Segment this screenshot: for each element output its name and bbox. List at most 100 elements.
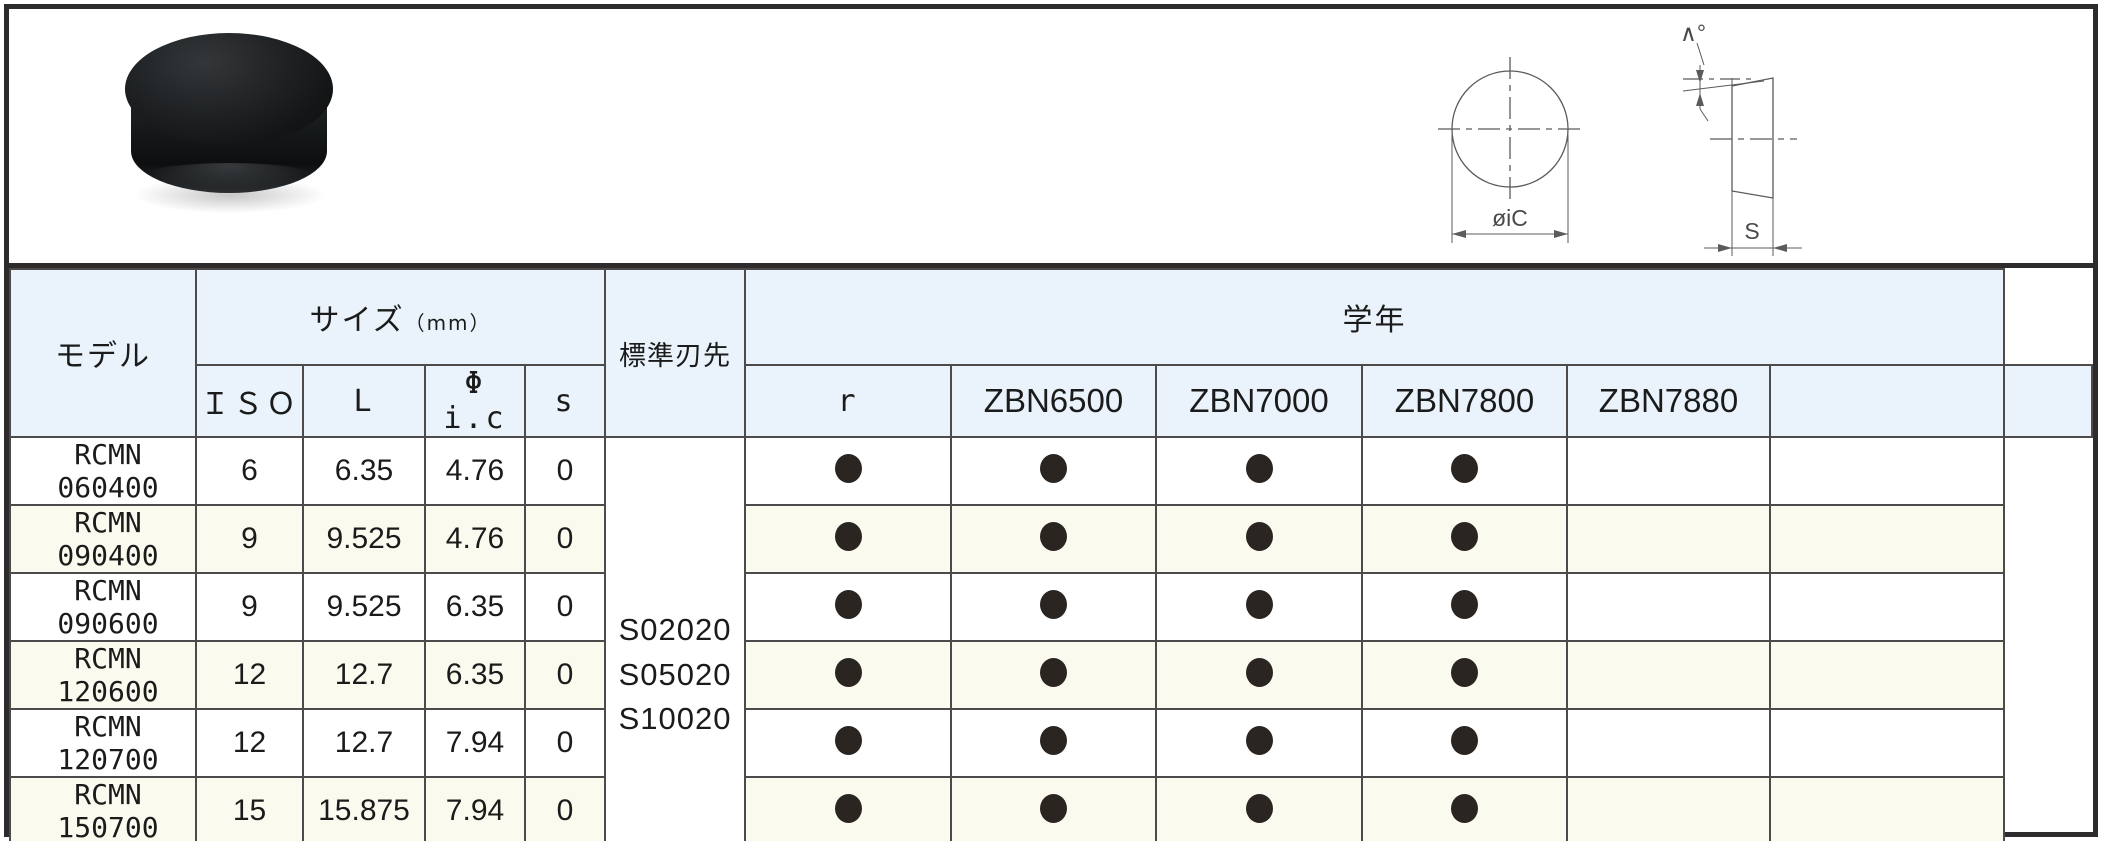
cell-grade-empty	[1769, 708, 2006, 778]
cell-s: 6.35	[424, 640, 526, 710]
cell-dia: 15.875	[302, 776, 426, 841]
cell-grade-empty	[1566, 572, 1772, 642]
cell-grade-available	[1155, 640, 1364, 710]
header-edge-prep: 標準刃先	[604, 268, 747, 438]
availability-dot-icon	[834, 522, 862, 551]
cell-l: 15	[195, 776, 304, 841]
cell-s: 4.76	[424, 504, 526, 574]
cell-r: 0	[523, 572, 607, 642]
availability-dot-icon	[1451, 658, 1479, 687]
cell-l: 6	[195, 436, 304, 506]
cell-dia: 9.525	[302, 504, 426, 574]
cell-grade-available	[1155, 572, 1364, 642]
cell-edge-prep: S02020 S05020 S10020	[604, 436, 747, 841]
availability-dot-icon	[1040, 590, 1068, 619]
sheet-frame: øiC	[4, 4, 2098, 841]
header-grade-5	[2003, 364, 2093, 438]
cell-iso: RCMN 090400	[9, 504, 197, 574]
cell-s: 7.94	[424, 776, 526, 841]
availability-dot-icon	[1040, 454, 1068, 483]
cell-r: 0	[523, 708, 607, 778]
header-size: サイズ（mm）	[194, 268, 607, 366]
availability-dot-icon	[1245, 590, 1273, 619]
table-row: RCMN 060400 6 6.35 4.76 0 S02020 S05020 S10020	[9, 436, 2092, 841]
header-grade-0: ZBN6500	[950, 364, 1158, 438]
cell-grade-empty	[1769, 504, 2006, 574]
cell-grade-available	[1361, 436, 1569, 506]
header-grade-3: ZBN7880	[1566, 364, 1772, 438]
cell-grade-available	[950, 572, 1158, 642]
cell-r: 0	[523, 436, 607, 506]
availability-dot-icon	[1245, 726, 1273, 755]
cell-grade-available	[744, 504, 953, 574]
cell-grade-available	[1361, 504, 1569, 574]
cell-grade-empty	[1769, 640, 2006, 710]
table-row: RCMN 090400 9 9.525 4.76 0	[9, 504, 2092, 574]
header-size-text: サイズ	[309, 303, 405, 338]
diameter-dimension-label: øiC	[1492, 205, 1528, 231]
availability-dot-icon	[1245, 522, 1273, 551]
cell-grade-available	[744, 776, 953, 841]
header-model: モデル	[9, 268, 197, 438]
angle-symbol-label: ∧°	[1680, 20, 1706, 46]
availability-dot-icon	[1040, 522, 1068, 551]
cell-l: 9	[195, 504, 304, 574]
availability-dot-icon	[1245, 454, 1273, 483]
header-row-group: モデル サイズ（mm） 標準刃先 学年	[9, 268, 2092, 438]
cell-iso: RCMN 120600	[9, 640, 197, 710]
header-r: r	[744, 364, 953, 438]
specification-table: モデル サイズ（mm） 標準刃先 学年 ＩＳＯ L Φ i.c s r ZBN6…	[9, 268, 2093, 841]
table-row: RCMN 120700 12 12.7 7.94 0	[9, 708, 2092, 778]
table-row: RCMN 090600 9 9.525 6.35 0	[9, 572, 2092, 642]
availability-dot-icon	[1040, 726, 1068, 755]
header-row-sub: ＩＳＯ L Φ i.c s r ZBN6500 ZBN7000 ZBN7800 …	[10, 364, 2093, 438]
cell-grade-empty	[1566, 776, 1772, 841]
cell-iso: RCMN 150700	[9, 776, 197, 841]
cell-l: 12	[195, 708, 304, 778]
availability-dot-icon	[1040, 794, 1068, 823]
table-head: モデル サイズ（mm） 標準刃先 学年 ＩＳＯ L Φ i.c s r ZBN6…	[9, 268, 2093, 438]
availability-dot-icon	[1451, 522, 1479, 551]
availability-dot-icon	[1451, 726, 1479, 755]
cell-grade-available	[1361, 572, 1569, 642]
table-body: RCMN 060400 6 6.35 4.76 0 S02020 S05020 S10020 R…	[9, 436, 2092, 841]
header-l: L	[302, 364, 426, 438]
cell-grade-available	[744, 708, 953, 778]
insert-top-face	[125, 33, 333, 145]
product-photo	[119, 27, 339, 242]
cell-grade-available	[1361, 776, 1569, 841]
cell-grade-available	[1155, 708, 1364, 778]
cell-iso: RCMN 120700	[9, 708, 197, 778]
header-grade-1: ZBN7000	[1155, 364, 1364, 438]
edge-prep-value: S10020	[618, 701, 732, 737]
header-grade-2: ZBN7800	[1361, 364, 1569, 438]
cell-grade-available	[1155, 436, 1364, 506]
cell-r: 0	[523, 776, 607, 841]
cell-s: 7.94	[424, 708, 526, 778]
availability-dot-icon	[1451, 590, 1479, 619]
header-dia: Φ i.c	[424, 364, 526, 438]
cell-iso: RCMN 060400	[9, 436, 197, 506]
edge-prep-value: S05020	[618, 656, 732, 692]
cell-grade-empty	[1566, 708, 1772, 778]
cell-grade-empty	[1566, 504, 1772, 574]
cell-grade-available	[1361, 640, 1569, 710]
cell-grade-available	[950, 504, 1158, 574]
availability-dot-icon	[1451, 794, 1479, 823]
cell-grade-empty	[1769, 436, 2006, 506]
cell-grade-available	[744, 436, 953, 506]
table-row: RCMN 120600 12 12.7 6.35 0	[9, 640, 2092, 710]
cell-l: 12	[195, 640, 304, 710]
cell-grade-available	[1361, 708, 1569, 778]
cell-grade-available	[950, 436, 1158, 506]
header-grade: 学年	[744, 268, 2006, 366]
cell-r: 0	[523, 640, 607, 710]
cell-grade-empty	[1566, 436, 1772, 506]
side-view-drawing: S ∧°	[1642, 13, 1912, 263]
availability-dot-icon	[1451, 454, 1479, 483]
cell-s: 4.76	[424, 436, 526, 506]
cell-grade-available	[1155, 504, 1364, 574]
cell-grade-empty	[1769, 776, 2006, 841]
header-grade-4	[1769, 364, 2006, 438]
